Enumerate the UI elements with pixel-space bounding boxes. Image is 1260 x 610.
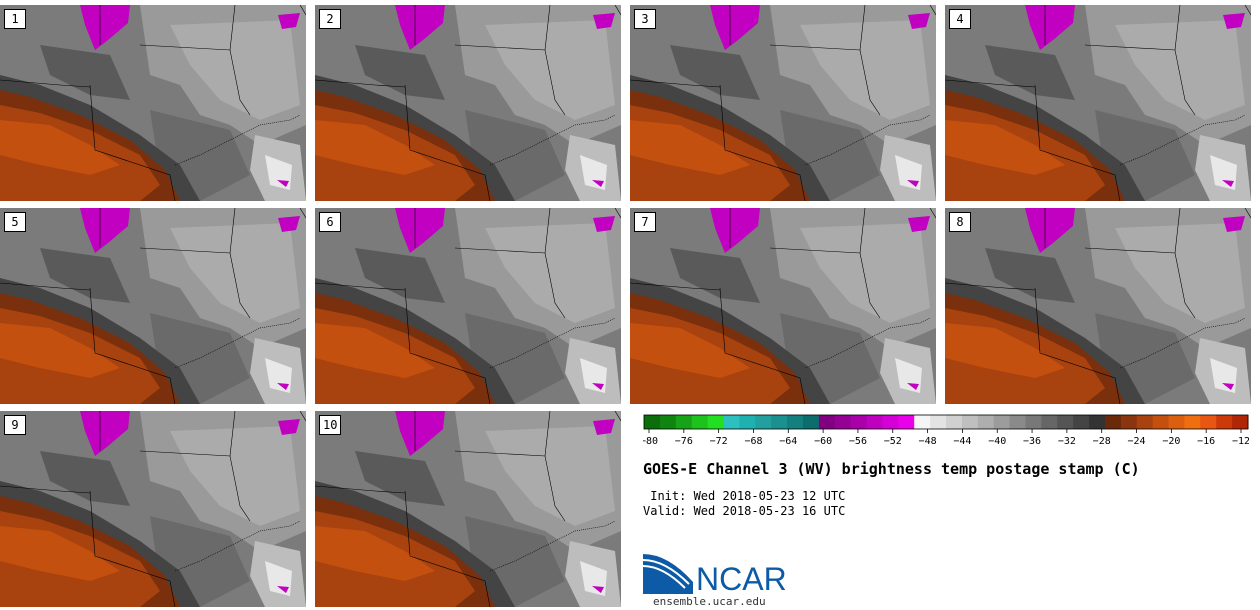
- legend-swatch: [1057, 415, 1074, 429]
- map-panel-2: 2: [315, 5, 621, 201]
- page-title: GOES-E Channel 3 (WV) brightness temp po…: [643, 460, 1140, 478]
- legend-swatch: [914, 415, 931, 429]
- map-panel-4: 4: [945, 5, 1251, 201]
- map-image: [0, 411, 306, 607]
- legend-tick-label: −28: [1093, 436, 1111, 447]
- legend-tick-label: −32: [1058, 436, 1076, 447]
- legend-tick-label: −44: [953, 436, 971, 447]
- legend-tick-label: −48: [919, 436, 937, 447]
- legend-swatch: [946, 415, 963, 429]
- legend-swatch: [993, 415, 1011, 429]
- legend-swatch: [1200, 415, 1217, 429]
- member-label: 5: [4, 212, 26, 232]
- legend-tick-label: −52: [884, 436, 902, 447]
- legend-swatch: [1025, 415, 1042, 429]
- legend-swatch: [1089, 415, 1106, 429]
- legend-swatch: [1216, 415, 1233, 429]
- legend-tick-label: −36: [1023, 436, 1041, 447]
- map-image: [315, 411, 621, 607]
- legend-tick-label: −24: [1127, 436, 1145, 447]
- legend-swatch: [977, 415, 995, 429]
- legend-swatch: [1073, 415, 1090, 429]
- legend-swatch: [818, 415, 836, 429]
- legend-swatch: [1104, 415, 1122, 429]
- time-info: Init: Wed 2018-05-23 12 UTC Valid: Wed 20…: [643, 489, 845, 519]
- legend-swatch: [1136, 415, 1154, 429]
- legend-swatch: [930, 415, 947, 429]
- legend-swatch: [1152, 415, 1170, 429]
- map-panel-3: 3: [630, 5, 936, 201]
- legend-swatch: [723, 415, 740, 429]
- map-image: [315, 5, 621, 201]
- map-image: [0, 5, 306, 201]
- member-label: 6: [319, 212, 341, 232]
- init-time: Init: Wed 2018-05-23 12 UTC: [643, 489, 846, 503]
- legend-swatch: [787, 415, 804, 429]
- legend-swatch: [866, 415, 883, 429]
- legend-swatch: [850, 415, 868, 429]
- legend-tick-label: −40: [988, 436, 1006, 447]
- legend-swatch: [644, 415, 661, 429]
- legend-swatch: [1009, 415, 1026, 429]
- legend-tick-label: −76: [675, 436, 693, 447]
- ncar-logo-graphic: NCAR: [642, 554, 787, 597]
- map-panel-6: 6: [315, 208, 621, 404]
- map-panel-1: 1: [0, 5, 306, 201]
- legend-tick-label: −20: [1162, 436, 1180, 447]
- legend-tick-label: −68: [744, 436, 762, 447]
- map-panel-8: 8: [945, 208, 1251, 404]
- legend-tick-label: −64: [779, 436, 797, 447]
- legend-swatch: [755, 415, 772, 429]
- legend-border: [643, 414, 1249, 430]
- member-label: 4: [949, 9, 971, 29]
- valid-time: Valid: Wed 2018-05-23 16 UTC: [643, 504, 846, 518]
- member-label: 3: [634, 9, 656, 29]
- legend-swatch: [691, 415, 709, 429]
- member-label: 1: [4, 9, 26, 29]
- member-label: 2: [319, 9, 341, 29]
- legend-swatch: [1232, 415, 1249, 429]
- map-panel-10: 10: [315, 411, 621, 607]
- legend-swatch: [1168, 415, 1185, 429]
- map-image: [0, 208, 306, 404]
- legend-swatch: [675, 415, 693, 429]
- legend-tick-label: −16: [1197, 436, 1215, 447]
- legend-swatch: [834, 415, 852, 429]
- legend-tick-label: −56: [849, 436, 867, 447]
- legend-swatch: [739, 415, 756, 429]
- site-url: ensemble.ucar.edu: [653, 595, 766, 608]
- legend-swatch: [961, 415, 979, 429]
- member-label: 9: [4, 415, 26, 435]
- legend-tick-label: −72: [710, 436, 728, 447]
- member-label: 7: [634, 212, 656, 232]
- legend-swatch: [898, 415, 915, 429]
- map-image: [630, 5, 936, 201]
- legend-swatch: [659, 415, 677, 429]
- legend-tick-label: −60: [814, 436, 832, 447]
- legend-tick-label: −80: [643, 436, 658, 447]
- legend-swatch: [882, 415, 899, 429]
- map-image: [630, 208, 936, 404]
- member-label: 10: [319, 415, 342, 435]
- legend-swatch: [771, 415, 788, 429]
- color-legend: −80 −76 −72 −68 −64 −60 −56 −52 −48 −44 −40 −36 −32 −…: [643, 414, 1249, 454]
- legend-swatch: [707, 415, 724, 429]
- map-panel-5: 5: [0, 208, 306, 404]
- legend-swatch: [1041, 415, 1058, 429]
- legend-swatch: [1120, 415, 1138, 429]
- legend-colorbar: −80 −76 −72 −68 −64 −60 −56 −52 −48 −44 −40 −36 −32 −…: [643, 414, 1249, 447]
- map-panel-7: 7: [630, 208, 936, 404]
- member-label: 8: [949, 212, 971, 232]
- map-panel-9: 9: [0, 411, 306, 607]
- legend-swatch: [1184, 415, 1201, 429]
- legend-tick-label: −12: [1232, 436, 1249, 447]
- map-image: [945, 208, 1251, 404]
- map-image: [945, 5, 1251, 201]
- legend-swatch: [802, 415, 820, 429]
- ncar-logo: NCAR: [642, 552, 793, 597]
- logo-text: NCAR: [696, 561, 787, 597]
- map-image: [315, 208, 621, 404]
